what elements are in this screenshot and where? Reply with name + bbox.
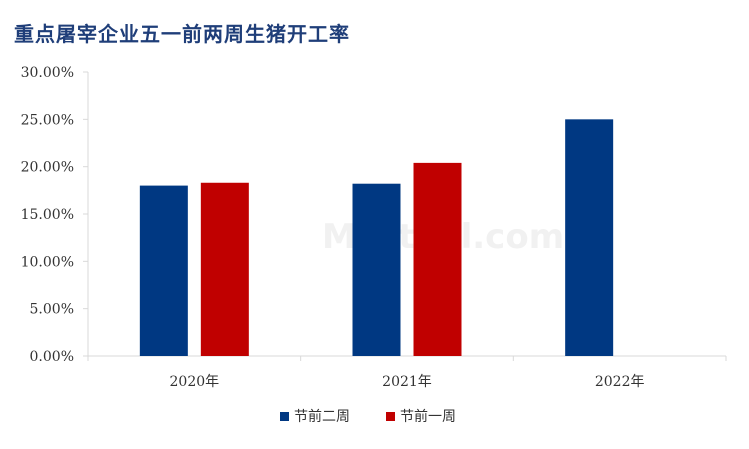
y-tick-label: 5.00% xyxy=(30,302,74,318)
bar xyxy=(413,162,462,356)
legend-label: 节前一周 xyxy=(400,408,456,425)
x-tick-label: 2021年 xyxy=(382,374,432,390)
y-tick-label: 15.00% xyxy=(21,207,74,223)
y-tick-label: 20.00% xyxy=(21,160,74,176)
bar xyxy=(200,182,249,356)
y-tick-label: 0.00% xyxy=(30,349,74,365)
chart-title: 重点屠宰企业五一前两周生猪开工率 xyxy=(14,22,350,46)
y-tick-label: 10.00% xyxy=(21,254,74,270)
bar xyxy=(565,119,614,356)
bars xyxy=(139,119,614,356)
legend-label: 节前二周 xyxy=(294,408,350,425)
legend: 节前二周 节前一周 xyxy=(280,408,456,425)
x-axis: 2020年 2021年 2022年 xyxy=(87,355,727,390)
y-axis: 0.00% 5.00% 10.00% 15.00% 20.00% 25.00% 30.00% xyxy=(21,65,89,365)
legend-swatch xyxy=(280,412,289,421)
y-tick-label: 25.00% xyxy=(21,112,74,128)
y-tick-label: 30.00% xyxy=(21,65,74,81)
bar xyxy=(139,185,188,356)
x-tick-label: 2022年 xyxy=(595,374,645,390)
bar xyxy=(352,183,401,356)
x-tick-label: 2020年 xyxy=(170,374,220,390)
legend-swatch xyxy=(386,412,395,421)
